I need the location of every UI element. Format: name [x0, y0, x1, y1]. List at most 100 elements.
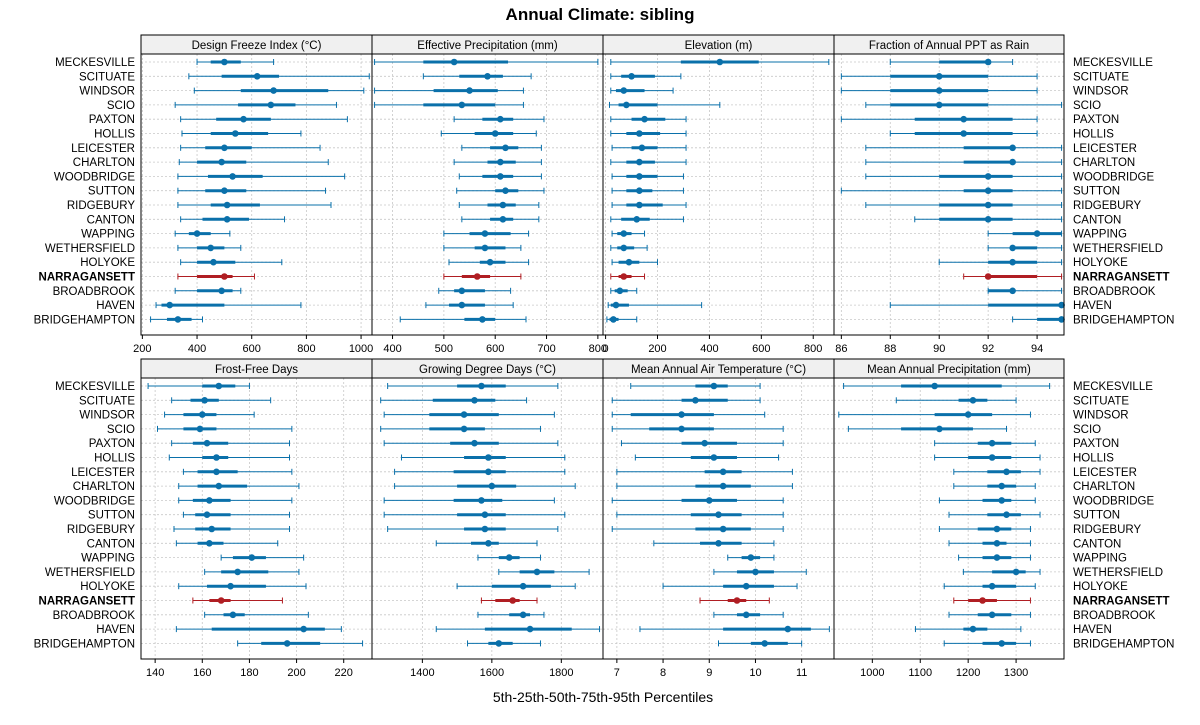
row-label-left: WOODBRIDGE [54, 171, 135, 183]
median-point [491, 130, 499, 137]
x-tick-label: 94 [1031, 343, 1043, 355]
median-point [979, 597, 986, 604]
median-point [208, 525, 216, 533]
row-label-right: HAVEN [1073, 624, 1112, 636]
row-label-right: CANTON [1073, 538, 1121, 550]
median-point [988, 454, 996, 461]
median-point [716, 58, 724, 66]
median-point [936, 425, 943, 433]
x-tick-label: 800 [297, 343, 315, 355]
row-label-right: WINDSOR [1073, 410, 1129, 422]
median-point [495, 640, 503, 647]
x-tick-label: 200 [648, 343, 666, 355]
row-label-right: MECKESVILLE [1073, 381, 1153, 393]
median-point [519, 582, 527, 590]
row-label-left: NARRAGANSETT [39, 596, 135, 608]
median-point [988, 611, 996, 619]
median-point [248, 554, 256, 561]
x-tick-label: 200 [287, 667, 305, 679]
row-label-left: WINDSOR [79, 86, 135, 98]
panel-border [833, 377, 1065, 660]
median-point [638, 144, 646, 152]
median-point [988, 582, 996, 590]
median-point [485, 540, 492, 547]
x-tick-label: 1400 [410, 667, 434, 679]
x-tick-label: 600 [752, 343, 770, 355]
median-point [636, 201, 643, 209]
median-point [636, 130, 643, 137]
median-point [481, 511, 489, 518]
median-point [733, 597, 741, 604]
x-tick-label: 600 [243, 343, 261, 355]
panel-title: Design Freeze Index (°C) [192, 40, 322, 52]
median-point [935, 101, 943, 109]
median-point [533, 568, 541, 576]
median-point [705, 497, 713, 504]
median-point [935, 73, 943, 80]
panel-6: Mean Annual Air Temperature (°C) 7 8 9 10 11 [602, 358, 835, 679]
median-point [206, 540, 213, 547]
median-point [761, 640, 768, 647]
median-point [984, 58, 992, 66]
panels-group: Design Freeze Index (°C) 200 400 600 800 1000… [34, 34, 1174, 679]
x-tick-label: 8 [660, 667, 666, 679]
median-point [221, 187, 228, 194]
row-label-right: HOLLIS [1073, 453, 1114, 465]
median-point [710, 382, 718, 390]
row-label-right: LEICESTER [1073, 143, 1137, 155]
median-point [471, 439, 478, 447]
row-label-right: PAXTON [1073, 114, 1119, 126]
x-tick-label: 7 [614, 667, 620, 679]
x-tick-label: 400 [700, 343, 718, 355]
median-point [460, 411, 468, 418]
median-point [488, 482, 496, 490]
row-label-right: SCITUATE [1073, 71, 1129, 83]
row-label-right: HOLLIS [1073, 129, 1114, 141]
row-label-right: BROADBROOK [1073, 610, 1156, 622]
median-point [692, 397, 699, 404]
x-tick-label: 500 [435, 343, 453, 355]
median-point [485, 454, 492, 461]
median-point [993, 540, 1001, 547]
row-label-right: SCITUATE [1073, 395, 1129, 407]
row-label-right: BROADBROOK [1073, 286, 1156, 298]
median-point [719, 525, 727, 533]
median-point [215, 482, 223, 490]
median-point [203, 439, 211, 447]
median-point [270, 87, 277, 94]
median-point [213, 468, 220, 476]
x-tick-label: 180 [240, 667, 258, 679]
median-point [964, 411, 972, 418]
panel-title: Effective Precipitation (mm) [417, 40, 558, 52]
median-point [174, 316, 182, 323]
x-tick-label: 400 [383, 343, 401, 355]
median-point [300, 625, 307, 633]
median-point [221, 144, 228, 152]
row-label-right: HOLYOKE [1073, 257, 1128, 269]
panel-border [371, 53, 604, 336]
panel-title: Frost-Free Days [215, 364, 298, 376]
median-point [499, 201, 507, 209]
median-point [203, 511, 211, 518]
x-tick-label: 0 [603, 343, 609, 355]
median-point [1009, 158, 1016, 166]
x-tick-label: 1600 [480, 667, 504, 679]
median-point [610, 316, 617, 323]
row-label-left: HAVEN [96, 300, 135, 312]
median-point [215, 382, 223, 390]
median-point [1003, 468, 1010, 476]
row-label-left: RIDGEBURY [67, 200, 135, 212]
median-point [784, 625, 792, 633]
panel-4: Frost-Free Days 140 160 180 200 220 [140, 358, 373, 679]
x-tick-label: 200 [133, 343, 151, 355]
median-point [502, 144, 509, 152]
median-point [471, 397, 478, 404]
row-label-left: SUTTON [88, 510, 135, 522]
panel-title: Fraction of Annual PPT as Rain [869, 40, 1029, 52]
x-axis-label: 5th-25th-50th-75th-95th Percentiles [493, 689, 713, 705]
row-label-right: RIDGEBURY [1073, 200, 1141, 212]
row-label-left: PAXTON [89, 438, 135, 450]
median-point [466, 87, 473, 94]
median-point [519, 611, 527, 619]
median-point [1058, 301, 1065, 309]
